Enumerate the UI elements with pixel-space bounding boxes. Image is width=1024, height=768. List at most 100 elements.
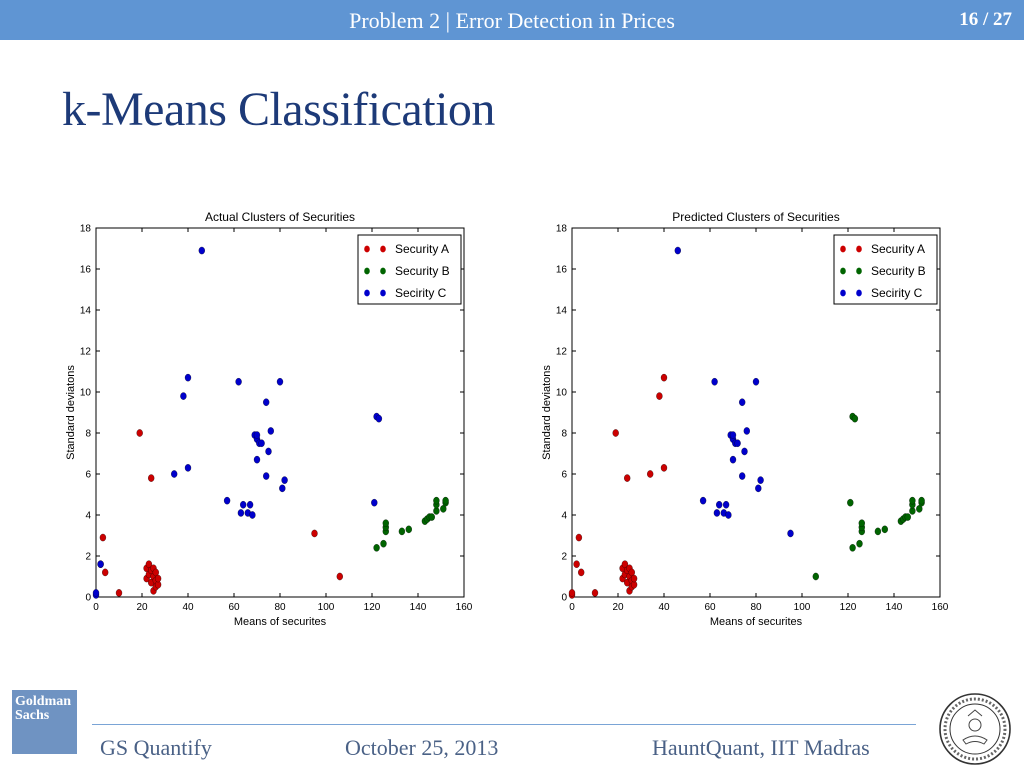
y-tick-label: 6 (85, 470, 91, 481)
data-point (787, 529, 794, 538)
data-point (223, 496, 231, 505)
data-point (398, 527, 406, 536)
data-point (573, 560, 580, 568)
x-tick-label: 40 (182, 602, 194, 613)
y-tick-label: 4 (561, 511, 567, 522)
data-point (276, 377, 284, 386)
data-point (568, 589, 576, 597)
data-point (578, 568, 585, 577)
data-point (281, 476, 288, 484)
data-point (258, 439, 265, 447)
data-point (729, 431, 737, 439)
y-tick-label: 12 (80, 347, 92, 358)
data-point (849, 544, 856, 552)
data-point (752, 377, 760, 386)
data-point (729, 455, 737, 464)
data-point (428, 513, 435, 521)
legend-marker (364, 289, 370, 297)
data-point (373, 544, 380, 552)
data-point (918, 496, 925, 505)
data-point (674, 246, 681, 255)
data-point (442, 496, 449, 505)
data-point (92, 589, 100, 597)
x-tick-label: 120 (364, 602, 381, 613)
y-tick-label: 10 (80, 388, 92, 399)
data-point (739, 398, 746, 406)
footer-date: October 25, 2013 (345, 735, 499, 760)
data-point (180, 392, 187, 400)
legend-marker (856, 267, 862, 275)
data-point (741, 447, 748, 456)
x-tick-label: 80 (750, 602, 762, 613)
data-point (253, 431, 261, 439)
data-point (722, 500, 730, 509)
data-point (856, 539, 863, 548)
y-tick-label: 0 (561, 593, 567, 604)
data-point (699, 496, 707, 505)
x-tick-label: 100 (318, 602, 335, 613)
y-tick-label: 16 (80, 265, 92, 276)
data-point (311, 529, 318, 538)
y-tick-label: 8 (85, 429, 91, 440)
header-title: Problem 2 | Error Detection in Prices (349, 8, 675, 33)
legend-marker (840, 267, 846, 275)
data-point (99, 533, 107, 542)
data-point (904, 513, 911, 521)
data-point (375, 414, 383, 423)
x-tick-label: 160 (932, 602, 948, 613)
x-tick-label: 20 (612, 602, 624, 613)
x-tick-label: 100 (794, 602, 811, 613)
data-point (405, 525, 412, 534)
data-point (171, 470, 178, 478)
data-point (624, 474, 631, 482)
legend-marker (380, 267, 386, 275)
y-tick-label: 0 (85, 593, 91, 604)
y-tick-label: 2 (561, 552, 567, 563)
data-point (148, 474, 155, 482)
y-tick-label: 16 (556, 265, 568, 276)
data-point (660, 373, 668, 382)
legend-label: Secirity C (871, 286, 923, 300)
data-point (97, 560, 104, 568)
legend-marker (364, 267, 370, 275)
x-tick-label: 40 (658, 602, 670, 613)
page-number: 16 / 27 (959, 9, 1012, 30)
data-point (433, 496, 440, 505)
legend-marker (856, 289, 862, 297)
y-axis-label: Standard deviatons (65, 365, 77, 460)
data-point (253, 455, 261, 464)
data-point (279, 484, 286, 493)
data-point (858, 519, 865, 527)
legend-box (357, 234, 462, 305)
data-point (909, 496, 916, 505)
data-point (630, 574, 638, 583)
data-point (711, 377, 718, 386)
legend-marker (364, 245, 370, 253)
x-tick-label: 0 (569, 602, 575, 613)
data-point (716, 500, 723, 509)
data-point (371, 498, 378, 507)
y-tick-label: 14 (556, 306, 568, 317)
y-axis-label: Standard deviatons (541, 365, 553, 460)
legend-marker (856, 245, 862, 253)
data-point (263, 398, 270, 406)
data-point (612, 429, 619, 437)
x-axis-label: Means of securites (234, 616, 327, 628)
x-tick-label: 120 (840, 602, 857, 613)
legend-label: Security A (871, 242, 925, 256)
data-point (656, 392, 663, 400)
y-tick-label: 8 (561, 429, 567, 440)
data-point (713, 509, 721, 517)
data-point (575, 533, 583, 542)
y-tick-label: 18 (80, 224, 92, 235)
data-point (382, 519, 389, 527)
x-tick-label: 160 (456, 602, 472, 613)
x-tick-label: 0 (93, 602, 99, 613)
x-tick-label: 60 (228, 602, 240, 613)
data-point (874, 527, 882, 536)
data-point (263, 472, 270, 480)
data-point (755, 484, 762, 493)
data-point (734, 439, 741, 447)
footer-divider (92, 724, 916, 725)
